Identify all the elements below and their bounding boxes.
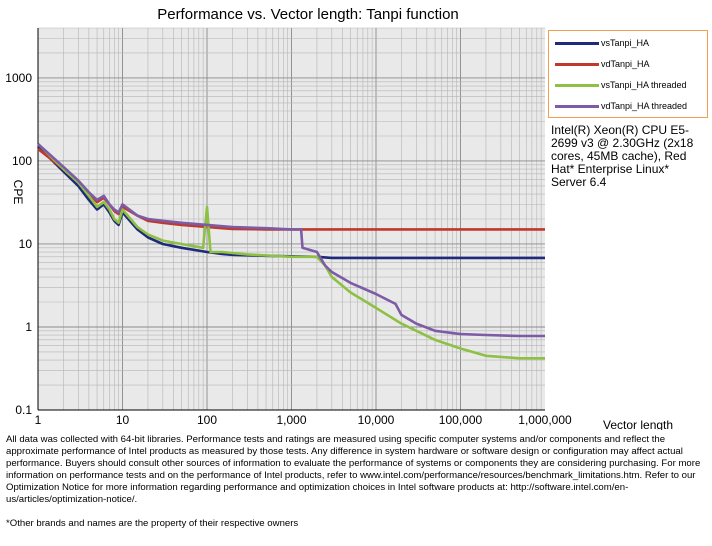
chart: 1 10 100 1,000 10,000 100,000 1,000,0000.11101… [5, 6, 673, 430]
legend-swatch [555, 42, 599, 45]
x-tick-label: 1,000 [276, 413, 306, 427]
x-tick-label: 10,000 [358, 413, 395, 427]
y-tick-label: 10 [19, 237, 33, 251]
legend: vsTanpi_HA vdTanpi_HA vsTanpi_HA threade… [548, 30, 708, 118]
footnote: *Other brands and names are the property… [6, 518, 299, 529]
legend-label: vsTanpi_HA threaded [601, 80, 687, 90]
x-tick-label: 100 [197, 413, 217, 427]
cpu-note: Intel(R) Xeon(R) CPU E5- 2699 v3 @ 2.30G… [551, 123, 694, 189]
x-tick-label: 100,000 [439, 413, 483, 427]
legend-swatch [555, 63, 599, 66]
chart-title: Performance vs. Vector length: Tanpi fun… [157, 6, 459, 23]
x-tick-label: 1,000,000 [518, 413, 572, 427]
legend-label: vdTanpi_HA [601, 59, 650, 69]
disclaimer: All data was collected with 64-bit libra… [6, 434, 701, 505]
y-tick-label: 1 [25, 320, 32, 334]
y-tick-label: 100 [12, 154, 32, 168]
legend-label: vsTanpi_HA [601, 38, 650, 48]
series-line-4 [37, 143, 545, 338]
x-axis-label: Vector length [603, 418, 673, 430]
x-tick-label: 10 [116, 413, 130, 427]
x-tick-label: 1 [35, 413, 42, 427]
legend-swatch [555, 84, 599, 87]
series-line-3 [37, 143, 545, 360]
legend-label: vdTanpi_HA threaded [601, 101, 688, 111]
y-tick-label: 1000 [5, 71, 32, 85]
legend-swatch [555, 105, 599, 108]
y-axis-label: CPE [11, 180, 25, 205]
y-tick-label: 0.1 [15, 403, 32, 417]
